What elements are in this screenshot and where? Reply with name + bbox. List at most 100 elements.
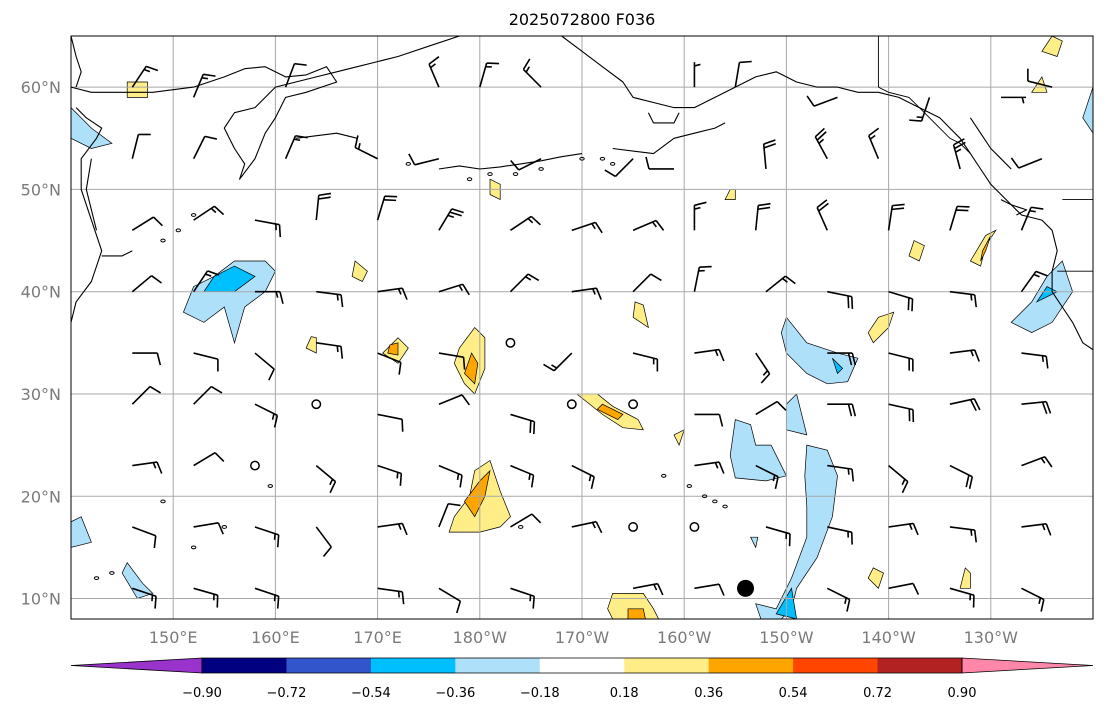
barb-staff bbox=[510, 413, 535, 423]
barb-flag bbox=[203, 73, 216, 77]
wind-barb bbox=[949, 526, 978, 543]
coastline bbox=[612, 122, 726, 155]
barb-staff bbox=[827, 464, 853, 470]
wind-barb bbox=[131, 216, 163, 232]
contour-line-18 bbox=[387, 342, 399, 356]
barb-staff bbox=[693, 267, 701, 292]
wind-barb bbox=[734, 60, 752, 88]
wind-barb bbox=[438, 283, 470, 296]
wind-barb bbox=[284, 134, 308, 160]
barb-flag bbox=[217, 522, 224, 535]
barb-staff bbox=[131, 65, 147, 88]
barb-flag bbox=[1041, 401, 1048, 415]
barb-flag bbox=[214, 452, 225, 463]
latitude-tick-labels: 10°N 20°N 30°N 40°N 50°N 60°N bbox=[21, 78, 61, 608]
barb-half-flag bbox=[397, 523, 402, 530]
wind-barb bbox=[693, 265, 712, 292]
barb-staff bbox=[1021, 456, 1046, 467]
island-outline bbox=[109, 571, 115, 575]
barb-flag bbox=[969, 399, 977, 412]
barb-flag bbox=[911, 298, 914, 312]
barb-staff bbox=[509, 273, 529, 293]
barb-staff bbox=[284, 63, 296, 88]
barb-flag bbox=[156, 352, 162, 366]
island-outline bbox=[190, 545, 197, 550]
barb-half-flag bbox=[430, 63, 436, 69]
barb-flag bbox=[207, 270, 220, 276]
barb-half-flag bbox=[694, 206, 701, 210]
longitude-tick-label: 160°W bbox=[657, 628, 712, 647]
colorbar-segment bbox=[793, 658, 879, 673]
island-outline bbox=[512, 172, 519, 176]
barb-half-flag bbox=[591, 522, 596, 529]
barb-flag bbox=[533, 421, 536, 435]
barb-flag bbox=[891, 207, 905, 211]
wind-barb bbox=[755, 400, 787, 416]
wind-barb bbox=[193, 385, 223, 405]
barb-half-flag bbox=[201, 77, 209, 80]
barb-flag bbox=[451, 208, 464, 214]
calm-wind-circle bbox=[311, 399, 322, 410]
contour-line-29 bbox=[867, 311, 895, 344]
barb-flag bbox=[276, 534, 280, 548]
barb-staff bbox=[765, 275, 786, 293]
barb-flag bbox=[907, 297, 910, 311]
barb-flag bbox=[1045, 356, 1049, 369]
barb-flag bbox=[846, 599, 851, 612]
wind-barb bbox=[1027, 68, 1053, 88]
barb-half-flag bbox=[1038, 597, 1042, 605]
barb-staff bbox=[438, 464, 463, 476]
barb-half-flag bbox=[525, 66, 530, 73]
barb-flag bbox=[153, 535, 157, 549]
contour-line-36 bbox=[1041, 36, 1063, 57]
contour-region-3 bbox=[71, 516, 92, 548]
barb-half-flag bbox=[592, 288, 596, 295]
wind-barb bbox=[1021, 456, 1053, 468]
contour-line-9 bbox=[750, 536, 759, 549]
barb-staff bbox=[949, 464, 973, 478]
barb-flag bbox=[776, 401, 787, 411]
barb-flag bbox=[461, 394, 471, 406]
wind-barb bbox=[632, 352, 659, 372]
wind-barb bbox=[632, 219, 665, 232]
longitude-tick-label: 150°W bbox=[759, 628, 814, 647]
location-marker-layer bbox=[737, 579, 755, 597]
barb-staff bbox=[754, 205, 760, 231]
wind-barb bbox=[131, 65, 159, 88]
barb-half-flag bbox=[357, 143, 361, 150]
barb-flag bbox=[851, 352, 857, 366]
barb-flag bbox=[522, 58, 531, 70]
island-outline bbox=[160, 499, 166, 504]
barb-half-flag bbox=[955, 148, 962, 153]
barb-flag bbox=[399, 473, 403, 486]
contour-region-20 bbox=[352, 261, 368, 282]
barb-staff bbox=[1027, 80, 1053, 88]
barb-staff bbox=[132, 526, 157, 537]
island-outline bbox=[661, 473, 667, 478]
colorbar-segment bbox=[708, 658, 794, 673]
contour-line-32 bbox=[908, 240, 925, 262]
barb-flag bbox=[953, 138, 965, 146]
barb-flag bbox=[655, 220, 665, 231]
colorbar-extend-low bbox=[70, 657, 203, 674]
barb-staff bbox=[428, 63, 440, 88]
contour-line-7 bbox=[786, 393, 808, 436]
barb-staff bbox=[479, 62, 488, 88]
barb-staff bbox=[376, 195, 386, 221]
wind-barb bbox=[949, 290, 978, 308]
barb-flag bbox=[408, 153, 416, 166]
barb-staff bbox=[438, 208, 453, 231]
island-outline bbox=[722, 504, 728, 509]
barb-staff bbox=[354, 146, 378, 160]
barb-staff bbox=[632, 273, 652, 293]
barb-staff bbox=[377, 352, 402, 364]
barb-staff bbox=[518, 158, 542, 171]
barb-flag bbox=[656, 583, 664, 596]
barb-staff bbox=[510, 513, 533, 528]
barb-flag bbox=[973, 294, 978, 308]
barb-flag bbox=[973, 398, 981, 411]
barb-half-flag bbox=[397, 591, 401, 598]
colorbar-segment bbox=[202, 658, 287, 673]
longitude-tick-label: 170°W bbox=[555, 628, 610, 647]
